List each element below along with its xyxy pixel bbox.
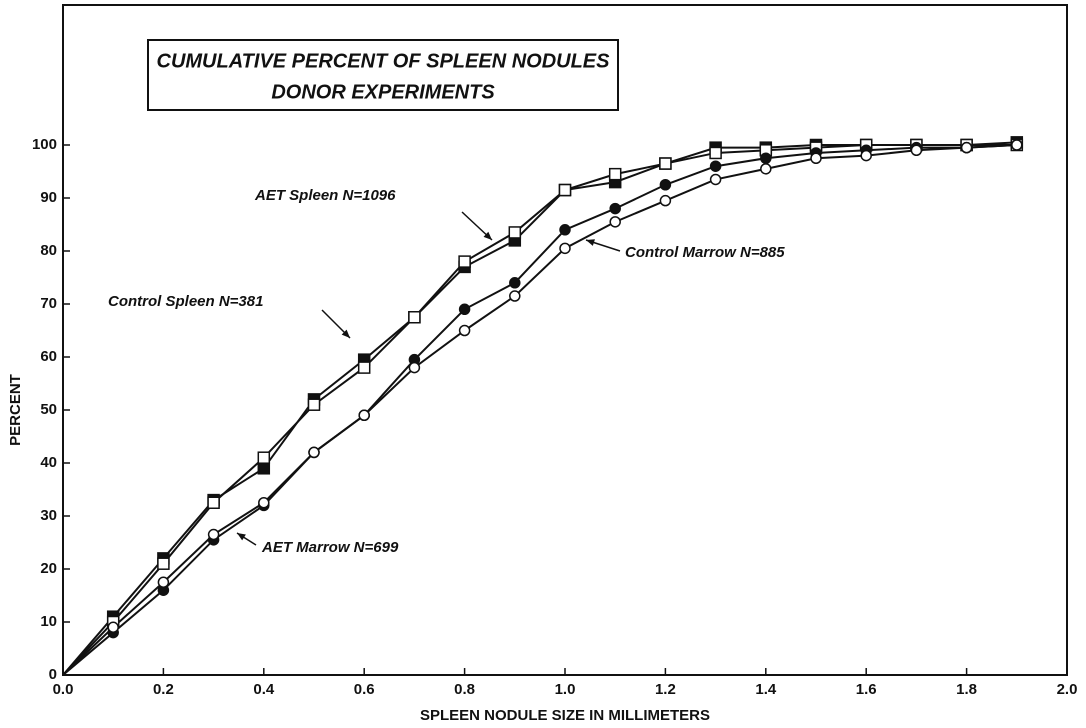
marker	[258, 497, 270, 509]
y-tick-label: 30	[40, 507, 57, 524]
marker	[308, 446, 320, 459]
arrow-head	[586, 239, 595, 246]
marker	[760, 152, 772, 164]
marker	[458, 303, 471, 316]
title-box	[147, 39, 619, 111]
marker	[408, 311, 421, 324]
marker	[609, 216, 621, 228]
plot-frame	[62, 4, 1068, 676]
series-label: Control Marrow N=885	[625, 244, 785, 261]
marker	[257, 462, 271, 475]
y-tick-label: 20	[40, 560, 57, 577]
marker	[458, 255, 471, 268]
marker	[558, 183, 572, 197]
marker	[408, 361, 421, 374]
marker	[1011, 139, 1023, 151]
marker	[659, 194, 672, 207]
x-tick-label: 1.0	[555, 681, 576, 698]
series-line	[62, 141, 1017, 676]
y-tick-label: 80	[40, 242, 57, 259]
x-tick-label: 0.0	[53, 681, 74, 698]
marker	[207, 496, 220, 509]
y-tick-label: 90	[40, 189, 57, 206]
x-tick-label: 1.6	[856, 681, 877, 698]
y-tick-label: 10	[40, 613, 57, 630]
y-tick-label: 40	[40, 454, 57, 471]
marker	[508, 226, 522, 239]
arrow-head	[483, 231, 492, 240]
marker	[609, 202, 621, 215]
x-tick-label: 1.2	[655, 681, 676, 698]
marker	[960, 141, 973, 154]
chart-subtitle: DONOR EXPERIMENTS	[271, 81, 495, 103]
marker	[910, 144, 923, 157]
x-tick-label: 1.8	[956, 681, 977, 698]
marker	[709, 146, 722, 160]
marker	[357, 361, 371, 374]
marker	[358, 409, 370, 422]
y-tick-label: 60	[40, 348, 57, 365]
x-axis-label: SPLEEN NODULE SIZE IN MILLIMETERS	[420, 707, 710, 724]
series-line	[62, 144, 1017, 676]
marker	[107, 621, 119, 634]
marker	[659, 157, 672, 170]
y-tick-label: 50	[40, 401, 57, 418]
x-tick-label: 2.0	[1057, 681, 1078, 698]
x-tick-label: 0.8	[454, 681, 475, 698]
marker	[608, 167, 622, 181]
series-label: Control Spleen N=381	[108, 293, 263, 310]
x-tick-label: 0.2	[153, 681, 174, 698]
marker	[157, 557, 170, 570]
marker	[860, 149, 872, 162]
marker	[559, 242, 571, 255]
marker	[659, 179, 672, 191]
arrow-head	[237, 533, 246, 541]
y-tick-label: 100	[32, 136, 57, 153]
series-label: AET Spleen N=1096	[254, 187, 396, 204]
y-tick-label: 0	[49, 666, 57, 683]
x-tick-label: 1.4	[755, 681, 777, 698]
marker	[709, 160, 722, 172]
series-line	[62, 144, 1017, 676]
series-line	[62, 144, 1017, 676]
marker	[458, 324, 471, 337]
marker	[709, 173, 722, 186]
marker	[257, 451, 271, 464]
marker	[509, 277, 521, 289]
arrow-head	[341, 329, 350, 338]
y-tick-label: 70	[40, 295, 57, 312]
marker	[307, 398, 321, 411]
marker	[207, 528, 220, 541]
y-axis-label: PERCENT	[7, 374, 24, 446]
x-tick-label: 0.4	[253, 681, 275, 698]
marker	[559, 224, 571, 236]
marker	[760, 163, 772, 175]
marker	[509, 290, 521, 302]
chart-title: CUMULATIVE PERCENT OF SPLEEN NODULES	[157, 50, 611, 72]
series-label: AET Marrow N=699	[261, 539, 399, 556]
marker	[157, 576, 170, 588]
marker	[810, 152, 822, 164]
x-tick-label: 0.6	[354, 681, 375, 698]
